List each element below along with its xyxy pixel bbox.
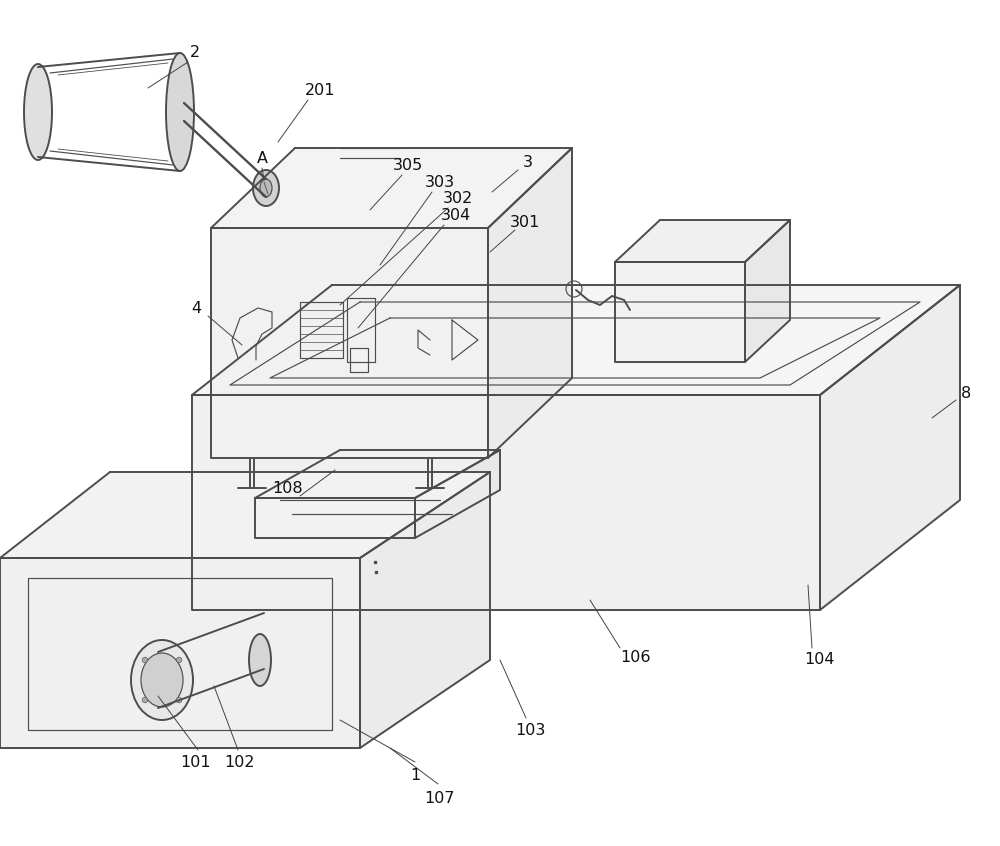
Ellipse shape: [24, 64, 52, 160]
Circle shape: [142, 697, 148, 703]
Ellipse shape: [253, 170, 279, 206]
Text: 103: 103: [515, 722, 545, 738]
Text: A: A: [256, 151, 268, 166]
Text: 108: 108: [273, 481, 303, 496]
Polygon shape: [415, 450, 500, 538]
Text: 1: 1: [410, 767, 420, 783]
Text: 3: 3: [523, 155, 533, 169]
Text: 106: 106: [620, 651, 650, 666]
Text: 201: 201: [305, 83, 335, 97]
Text: 304: 304: [441, 207, 471, 222]
Circle shape: [142, 657, 148, 662]
Polygon shape: [0, 558, 360, 748]
Polygon shape: [488, 148, 572, 458]
Polygon shape: [615, 220, 790, 262]
Text: 305: 305: [393, 157, 423, 173]
Text: 4: 4: [191, 300, 201, 316]
Text: 302: 302: [443, 190, 473, 206]
Ellipse shape: [249, 634, 271, 686]
Text: 101: 101: [181, 755, 211, 770]
Text: 301: 301: [510, 215, 540, 229]
Text: 303: 303: [425, 174, 455, 190]
Polygon shape: [192, 285, 960, 395]
Polygon shape: [615, 262, 745, 362]
Polygon shape: [0, 472, 490, 558]
Polygon shape: [255, 498, 415, 538]
Text: 8: 8: [961, 386, 971, 400]
Polygon shape: [820, 285, 960, 610]
Text: 102: 102: [225, 755, 255, 770]
Polygon shape: [211, 228, 488, 458]
Polygon shape: [745, 220, 790, 362]
Polygon shape: [360, 472, 490, 748]
Circle shape: [176, 657, 182, 662]
Ellipse shape: [141, 653, 183, 707]
Text: 107: 107: [425, 790, 455, 805]
Polygon shape: [211, 148, 572, 228]
Text: 2: 2: [190, 45, 200, 59]
Ellipse shape: [260, 179, 272, 197]
Ellipse shape: [166, 53, 194, 171]
Ellipse shape: [131, 640, 193, 720]
Text: 104: 104: [805, 652, 835, 667]
Polygon shape: [192, 395, 820, 610]
Circle shape: [176, 697, 182, 703]
Polygon shape: [255, 450, 500, 498]
